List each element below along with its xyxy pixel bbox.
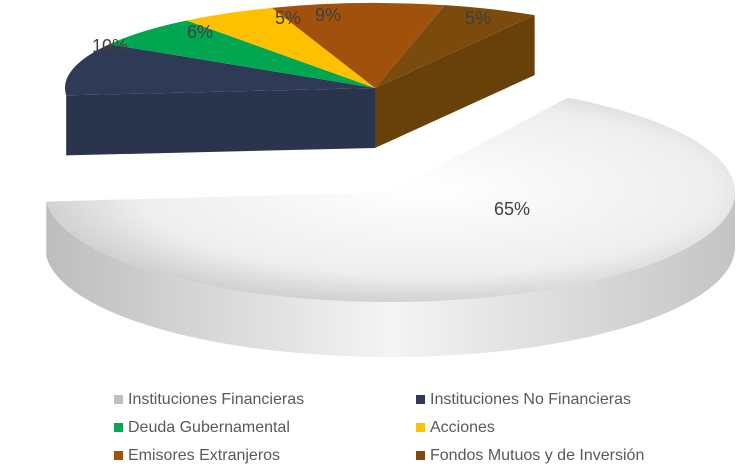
slice [186,7,375,89]
legend-swatch [416,451,425,460]
legend-swatch [416,423,425,432]
legend-swatch [114,451,123,460]
data-label: 10% [92,36,128,56]
legend-label: Instituciones No Financieras [430,391,631,408]
slice [272,3,445,89]
slice [46,97,736,302]
legend-label: Acciones [430,419,495,436]
data-label: 65% [494,199,530,219]
slice [375,5,535,89]
legend-label: Fondos Mutuos y de Inversión [430,447,644,464]
data-label: 6% [187,22,213,42]
legend-label: Deuda Gubernamental [128,419,290,436]
legend-swatch [114,423,123,432]
slice [109,20,375,88]
data-label: 9% [315,5,341,25]
slice-side [66,88,376,156]
slice-side [46,192,736,357]
slice-side [375,15,535,149]
legend-label: Instituciones Financieras [128,391,304,408]
data-label: 5% [275,8,301,28]
legend-swatch [416,395,425,404]
data-label: 5% [465,8,491,28]
legend-label: Emisores Extranjeros [128,447,280,464]
legend-swatch [114,395,123,404]
slice [65,44,376,96]
